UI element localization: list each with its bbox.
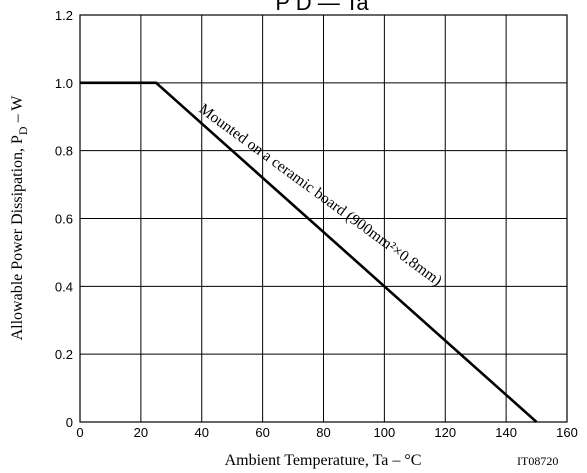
- y-tick-label: 1.2: [55, 8, 73, 23]
- x-tick-label: 120: [434, 425, 456, 440]
- chart-title: P D — Ta: [275, 0, 369, 15]
- y-axis-title-main: Allowable Power Dissipation, P: [9, 135, 26, 340]
- x-tick-label: 40: [195, 425, 209, 440]
- y-tick-label: 0: [66, 415, 73, 430]
- x-tick-label: 0: [76, 425, 83, 440]
- x-tick-label: 80: [316, 425, 330, 440]
- x-axis-title: Ambient Temperature, Ta – °C: [225, 452, 422, 469]
- series-line: [80, 81, 538, 423]
- x-tick-label: 20: [134, 425, 148, 440]
- x-tick-label: 100: [374, 425, 396, 440]
- plot-frame: [79, 14, 568, 423]
- y-axis-title-sub: D: [16, 126, 30, 135]
- y-axis-title-suffix: – W: [9, 95, 26, 127]
- x-tick-label: 60: [255, 425, 269, 440]
- y-tick-label: 1.0: [55, 76, 73, 91]
- x-tick-label: 140: [495, 425, 517, 440]
- annotation-label: Mounted on a ceramic board (900mm²×0.8mm…: [196, 101, 445, 290]
- y-tick-label: 0.6: [55, 212, 73, 227]
- y-tick-label: 0.8: [55, 144, 73, 159]
- y-tick-label: 0.4: [55, 279, 73, 294]
- y-tick-labels: 0 0.2 0.4 0.6 0.8 1.0 1.2: [55, 8, 73, 430]
- y-tick-label: 0.2: [55, 347, 73, 362]
- grid: [80, 15, 567, 422]
- x-tick-label: 160: [556, 425, 578, 440]
- x-tick-labels: 0 20 40 60 80 100 120 140 160: [76, 425, 577, 440]
- figure-code: IT08720: [517, 454, 558, 468]
- y-axis-title: Allowable Power Dissipation, PD – W: [9, 95, 30, 341]
